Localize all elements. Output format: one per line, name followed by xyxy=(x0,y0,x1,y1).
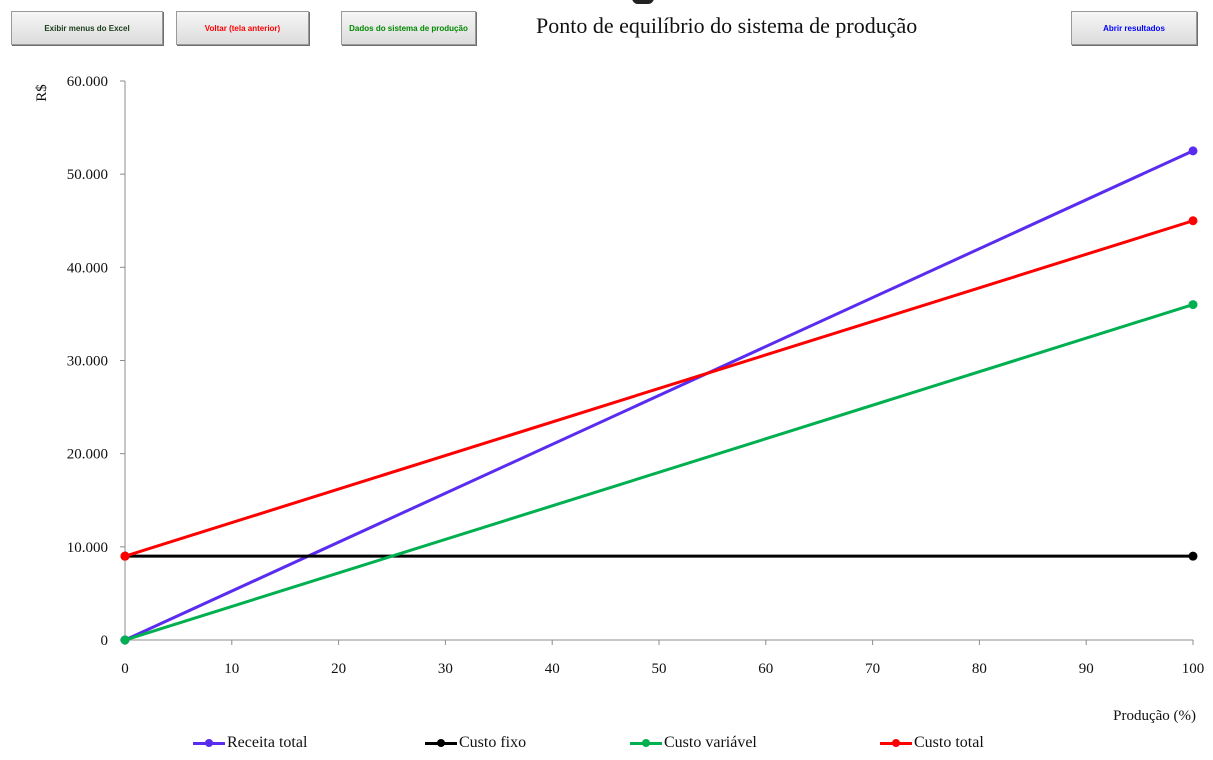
legend-label: Custo variável xyxy=(664,734,757,751)
legend-swatch xyxy=(425,737,457,749)
data-point-custo-total xyxy=(1188,216,1198,226)
series-line-custo-total xyxy=(124,219,1194,558)
break-even-chart: 0 10.000 20.000 30.000 40.000 50.000 60.000 0 10… xyxy=(34,74,1205,724)
chart-axes: 0 10.000 20.000 30.000 40.000 50.000 60.000 0 10… xyxy=(67,74,1205,677)
data-point-custo-variavel xyxy=(120,635,130,645)
open-results-button[interactable]: Abrir resultados xyxy=(1071,11,1197,45)
legend-swatch xyxy=(630,737,662,749)
y-tick-label: 30.000 xyxy=(67,354,108,370)
data-point-custo-variavel xyxy=(1188,300,1198,310)
legend-swatch xyxy=(880,737,912,749)
legend-item: Receita total xyxy=(193,734,307,752)
x-tick-label: 70 xyxy=(865,661,880,677)
legend-item: Custo variável xyxy=(630,734,757,752)
x-tick-label: 0 xyxy=(121,661,129,677)
chart-legend: Receita total Custo fixo Custo variável Cus… xyxy=(0,734,1213,758)
y-tick-label: 40.000 xyxy=(67,260,108,276)
x-tick-label: 90 xyxy=(1079,661,1094,677)
x-tick-label: 10 xyxy=(224,661,239,677)
x-tick-label: 40 xyxy=(545,661,560,677)
legend-item: Custo total xyxy=(880,734,984,752)
y-tick-label: 0 xyxy=(101,633,109,649)
show-excel-menus-button[interactable]: Exibir menus do Excel xyxy=(11,11,163,45)
y-tick-label: 20.000 xyxy=(67,447,108,463)
y-tick-label: 10.000 xyxy=(67,540,108,556)
chart-series xyxy=(120,146,1198,645)
chart-title: Ponto de equilíbrio do sistema de produç… xyxy=(536,13,918,38)
legend-item: Custo fixo xyxy=(425,734,526,752)
x-tick-label: 30 xyxy=(438,661,453,677)
y-tick-label: 50.000 xyxy=(67,167,108,183)
y-tick-label: 60.000 xyxy=(67,74,108,90)
legend-label: Custo total xyxy=(914,734,984,751)
x-tick-label: 20 xyxy=(331,661,346,677)
legend-label: Receita total xyxy=(227,734,308,751)
legend-swatch xyxy=(193,737,225,749)
x-tick-label: 80 xyxy=(972,661,987,677)
data-point-receita-total xyxy=(1188,146,1198,156)
series-line-custo-variavel xyxy=(124,303,1194,642)
x-axis-label: Produção (%) xyxy=(1113,708,1196,724)
data-point-custo-total xyxy=(120,551,130,561)
legend-label: Custo fixo xyxy=(459,734,527,751)
series-line-receita-total xyxy=(124,149,1194,642)
y-axis-label: R$ xyxy=(34,84,50,102)
x-tick-label: 50 xyxy=(652,661,667,677)
x-tick-label: 100 xyxy=(1182,661,1205,677)
x-tick-label: 60 xyxy=(758,661,773,677)
cropped-heading-fragment xyxy=(632,0,654,4)
production-system-data-button[interactable]: Dados do sistema de produção xyxy=(341,11,476,45)
data-point-custo-fixo xyxy=(1188,551,1198,561)
back-button[interactable]: Voltar (tela anterior) xyxy=(176,11,309,45)
